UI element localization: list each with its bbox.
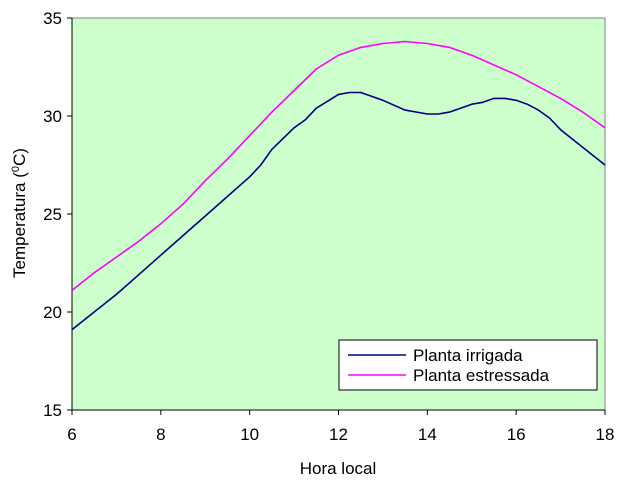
legend: Planta irrigada Planta estressada bbox=[338, 339, 598, 391]
x-tick-label: 18 bbox=[596, 425, 615, 444]
y-tick-label: 20 bbox=[43, 303, 62, 322]
legend-box bbox=[338, 339, 598, 391]
x-tick-label: 16 bbox=[507, 425, 526, 444]
y-axis-title-superscript: 0 bbox=[10, 166, 22, 172]
y-tick-label: 25 bbox=[43, 205, 62, 224]
y-axis-title-main: Temperatura ( bbox=[10, 172, 29, 278]
y-tick-label: 35 bbox=[43, 9, 62, 28]
y-axis: 15 20 25 30 35 bbox=[43, 9, 73, 420]
y-axis-title: Temperatura (0C) bbox=[10, 148, 29, 278]
series-line-planta-estressada bbox=[71, 40, 606, 292]
y-axis-title-end: C) bbox=[10, 148, 29, 166]
x-axis-title: Hora local bbox=[300, 459, 377, 478]
legend-label-planta-irrigada: Planta irrigada bbox=[413, 346, 523, 365]
x-tick-label: 14 bbox=[418, 425, 437, 444]
x-tick-label: 6 bbox=[67, 425, 76, 444]
series-line-planta-irrigada bbox=[71, 91, 606, 331]
y-tick-label: 15 bbox=[43, 401, 62, 420]
series-lines bbox=[71, 40, 606, 331]
x-tick-label: 8 bbox=[156, 425, 165, 444]
x-tick-label: 10 bbox=[240, 425, 259, 444]
legend-label-planta-estressada: Planta estressada bbox=[413, 366, 550, 385]
y-tick-label: 30 bbox=[43, 107, 62, 126]
x-tick-label: 12 bbox=[329, 425, 348, 444]
x-axis: 6 8 10 12 14 16 18 bbox=[67, 409, 615, 444]
